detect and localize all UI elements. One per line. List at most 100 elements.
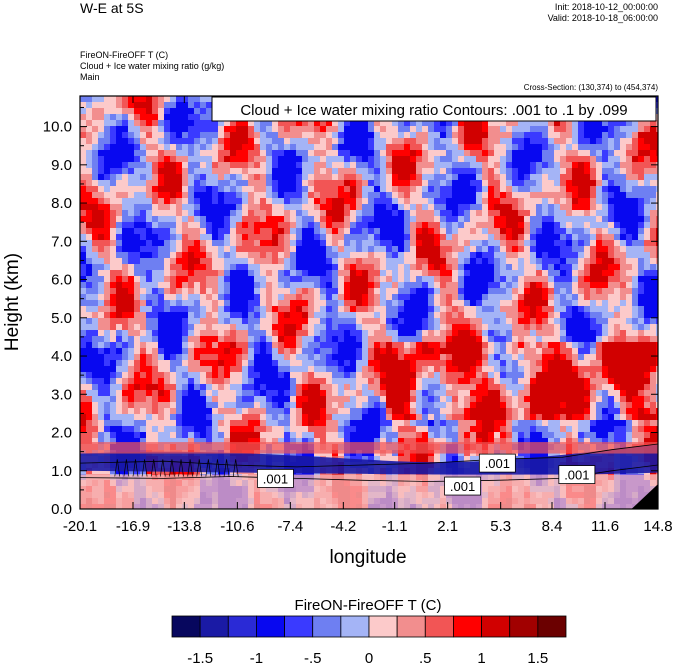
field-cell <box>536 174 543 181</box>
field-cell <box>566 264 573 271</box>
field-cell <box>104 390 111 397</box>
field-cell <box>200 204 207 211</box>
field-cell <box>200 276 207 283</box>
field-cell <box>404 126 411 133</box>
field-cell <box>554 276 561 283</box>
field-cell <box>194 108 201 115</box>
field-cell <box>92 276 99 283</box>
field-cell <box>356 144 363 151</box>
field-cell <box>116 222 123 229</box>
field-cell <box>452 198 459 205</box>
field-cell <box>134 198 141 205</box>
field-cell <box>542 150 549 157</box>
field-cell <box>314 342 321 349</box>
field-cell <box>458 204 465 211</box>
field-cell <box>518 342 525 349</box>
field-cell <box>554 198 561 205</box>
field-cell <box>614 330 621 337</box>
field-cell <box>86 222 93 229</box>
field-cell <box>302 120 309 127</box>
field-cell <box>224 132 231 139</box>
field-cell <box>566 282 573 289</box>
field-cell <box>650 318 657 325</box>
field-cell <box>242 138 249 145</box>
field-cell <box>188 120 195 127</box>
field-cell <box>644 282 651 289</box>
field-cell <box>578 258 585 265</box>
field-cell <box>170 252 177 259</box>
field-cell <box>578 180 585 187</box>
field-cell <box>224 204 231 211</box>
field-cell <box>578 234 585 241</box>
field-cell <box>242 168 249 175</box>
field-cell <box>140 366 147 373</box>
field-cell <box>218 396 225 403</box>
field-cell <box>134 282 141 289</box>
field-cell <box>548 384 555 391</box>
field-cell <box>98 96 105 103</box>
field-cell <box>314 282 321 289</box>
field-cell <box>122 156 129 163</box>
field-cell <box>656 192 658 199</box>
field-cell <box>182 252 189 259</box>
field-cell <box>86 294 93 301</box>
field-cell <box>620 294 627 301</box>
field-cell <box>308 390 315 397</box>
field-cell <box>416 318 423 325</box>
field-cell <box>572 372 579 379</box>
field-cell <box>584 384 591 391</box>
field-cell <box>182 132 189 139</box>
field-cell <box>596 282 603 289</box>
field-cell <box>266 276 273 283</box>
field-cell <box>224 276 231 283</box>
field-cell <box>620 150 627 157</box>
field-cell <box>272 144 279 151</box>
field-cell <box>392 276 399 283</box>
field-cell <box>368 270 375 277</box>
field-cell <box>308 348 315 355</box>
field-cell <box>338 270 345 277</box>
field-cell <box>122 258 129 265</box>
field-cell <box>116 144 123 151</box>
field-cell <box>92 156 99 163</box>
field-cell <box>320 318 327 325</box>
field-cell <box>566 222 573 229</box>
field-cell <box>86 252 93 259</box>
field-cell <box>194 216 201 223</box>
field-cell <box>656 390 658 397</box>
field-cell <box>428 186 435 193</box>
field-cell <box>212 180 219 187</box>
field-cell <box>314 234 321 241</box>
field-cell <box>170 318 177 325</box>
field-cell <box>518 270 525 277</box>
field-cell <box>410 294 417 301</box>
field-cell <box>524 234 531 241</box>
field-cell <box>158 378 165 385</box>
field-cell <box>176 186 183 193</box>
field-cell <box>542 366 549 373</box>
field-cell <box>164 126 171 133</box>
field-cell <box>632 120 639 127</box>
field-cell <box>200 120 207 127</box>
field-cell <box>572 126 579 133</box>
field-cell <box>524 132 531 139</box>
field-cell <box>602 180 609 187</box>
field-cell <box>650 384 657 391</box>
field-cell <box>296 210 303 217</box>
field-cell <box>488 390 495 397</box>
field-cell <box>260 336 267 343</box>
field-cell <box>374 312 381 319</box>
field-cell <box>530 222 537 229</box>
field-cell <box>374 240 381 247</box>
field-cell <box>452 348 459 355</box>
field-cell <box>476 330 483 337</box>
field-cell <box>650 264 657 271</box>
field-cell <box>158 396 165 403</box>
field-cell <box>632 264 639 271</box>
field-cell <box>458 192 465 199</box>
field-cell <box>176 324 183 331</box>
field-cell <box>254 192 261 199</box>
field-cell <box>104 168 111 175</box>
field-cell <box>170 204 177 211</box>
field-cell <box>332 318 339 325</box>
